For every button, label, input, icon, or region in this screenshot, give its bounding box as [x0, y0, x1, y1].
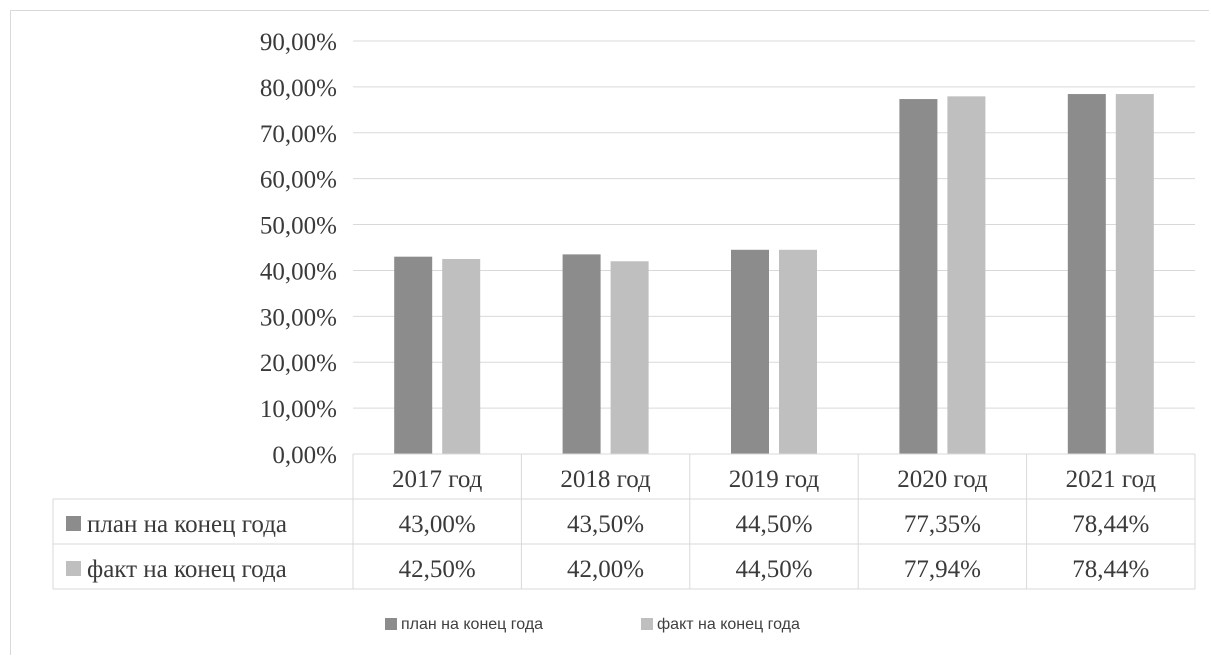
- data-label: 77,35%: [904, 511, 981, 538]
- y-tick-label: 30,00%: [260, 304, 337, 331]
- bar: [394, 256, 433, 454]
- chart-frame: [10, 10, 1209, 655]
- data-label: 43,50%: [567, 511, 644, 538]
- y-tick-label: 60,00%: [260, 167, 337, 194]
- series-name: факт на конец года: [87, 556, 287, 583]
- category-label: 2017 год: [392, 466, 483, 493]
- series-key: [66, 516, 81, 531]
- legend-swatch: [385, 618, 397, 630]
- data-label: 78,44%: [1072, 511, 1149, 538]
- y-tick-label: 80,00%: [260, 75, 337, 102]
- bar: [947, 96, 986, 454]
- category-label: 2021 год: [1066, 466, 1157, 493]
- bar: [1067, 94, 1106, 455]
- category-label: 2020 год: [897, 466, 988, 493]
- y-tick-label: 20,00%: [260, 350, 337, 377]
- category-label: 2018 год: [560, 466, 651, 493]
- data-label: 44,50%: [735, 556, 812, 583]
- y-tick-label: 0,00%: [272, 442, 337, 469]
- bar: [899, 99, 938, 455]
- y-tick-label: 70,00%: [260, 121, 337, 148]
- legend-label: факт на конец года: [657, 616, 800, 633]
- y-tick-label: 90,00%: [260, 29, 337, 56]
- bar: [562, 254, 601, 454]
- series-name: план на конец года: [87, 511, 287, 538]
- bar: [1115, 94, 1154, 455]
- data-label: 44,50%: [735, 511, 812, 538]
- bar: [442, 258, 481, 454]
- category-label: 2019 год: [729, 466, 820, 493]
- y-tick-label: 10,00%: [260, 396, 337, 423]
- data-label: 43,00%: [399, 511, 476, 538]
- y-tick-label: 50,00%: [260, 213, 337, 240]
- bar: [779, 249, 817, 454]
- data-label: 77,94%: [904, 556, 981, 583]
- legend-label: план на конец года: [401, 616, 543, 633]
- bar: [731, 249, 769, 454]
- bar: [610, 261, 649, 454]
- series-key: [66, 561, 81, 576]
- data-label: 42,00%: [567, 556, 644, 583]
- y-tick-label: 40,00%: [260, 258, 337, 285]
- legend-swatch: [641, 618, 653, 630]
- data-label: 78,44%: [1072, 556, 1149, 583]
- data-label: 42,50%: [399, 556, 476, 583]
